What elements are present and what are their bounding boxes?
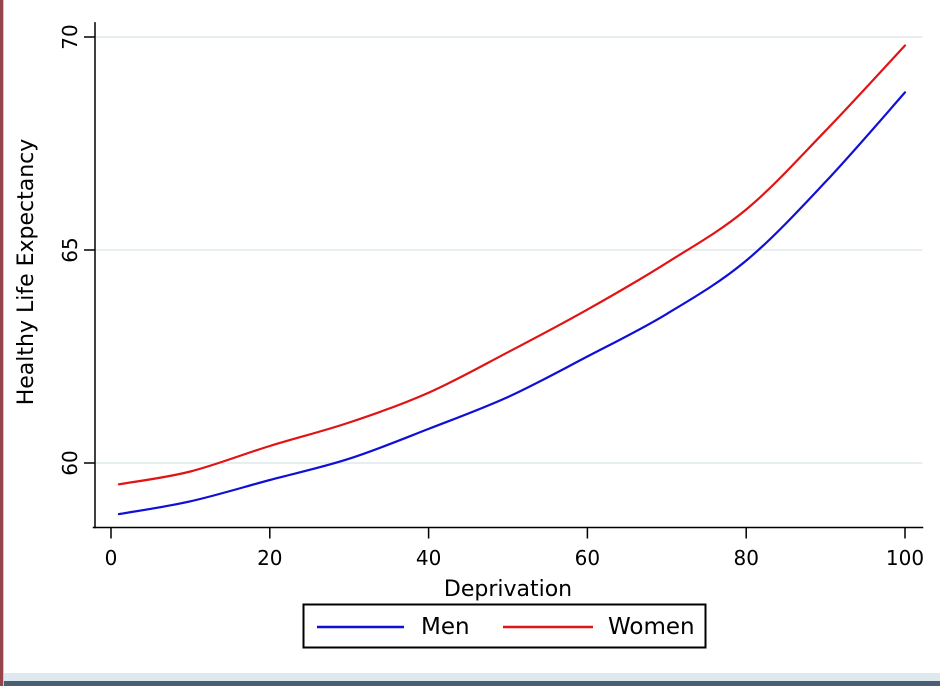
y-tick-label-70: 70 [58, 24, 82, 49]
y-tick-label-60: 60 [58, 450, 82, 475]
x-tick-marks-and-labels: 0 20 40 60 80 100 [105, 527, 924, 570]
legend: Men Women [302, 603, 707, 649]
window-left-border [0, 0, 4, 686]
axes [92, 22, 924, 529]
window-bottom-edge [0, 681, 940, 686]
line-chart: 60 65 70 0 20 40 60 80 100 Healthy Life Expecta… [14, 22, 924, 649]
y-tick-marks-and-labels: 60 65 70 [58, 24, 95, 476]
x-tick-label-20: 20 [257, 546, 282, 570]
series-men-line [117, 91, 907, 516]
x-axis-title: Deprivation [444, 577, 572, 602]
x-tick-label-80: 80 [733, 546, 758, 570]
x-tick-label-60: 60 [575, 546, 600, 570]
x-tick-label-0: 0 [105, 546, 118, 570]
data-series [117, 44, 907, 516]
x-tick-label-40: 40 [416, 546, 441, 570]
legend-men-label: Men [421, 614, 470, 640]
gridlines [96, 36, 923, 464]
y-tick-label-65: 65 [58, 237, 82, 262]
window-bottom-bar [0, 673, 940, 681]
y-axis-title: Healthy Life Expectancy [14, 139, 39, 406]
legend-women-label: Women [608, 614, 695, 640]
x-tick-label-100: 100 [886, 546, 924, 570]
series-women-line [117, 44, 907, 486]
